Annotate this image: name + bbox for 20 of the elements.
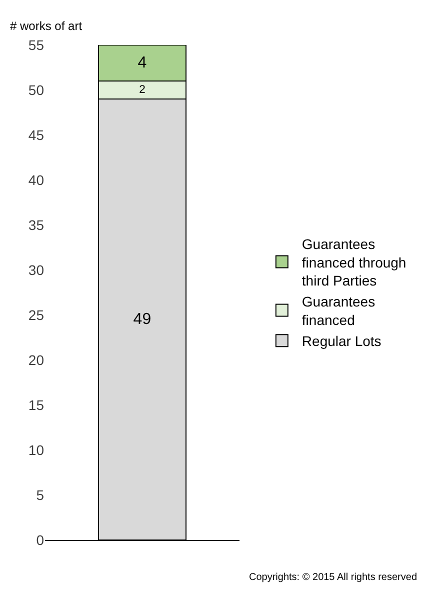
y-axis-title: # works of art [10,19,83,33]
y-tick-label: 50 [28,82,44,98]
legend-label: Regular Lots [302,333,382,350]
y-tick-label: 55 [28,36,44,53]
y-tick-label: 25 [28,306,44,323]
y-tick-label: 15 [28,396,44,413]
y-tick-label: 10 [28,442,44,458]
data-label: 4 [138,54,147,72]
y-tick-label: 30 [28,262,44,278]
y-tick-label: 45 [28,126,44,143]
y-tick-label: 35 [28,216,44,233]
y-tick-label: 20 [28,352,44,368]
y-tick-label: 40 [28,172,44,188]
y-tick-label: 5 [36,486,44,503]
legend-label: Guarantees financed [302,294,376,328]
legend-label: Guarantees financed through third Parties [302,236,406,288]
data-label: 2 [139,84,146,96]
y-tick-label: 0 [36,532,44,548]
data-label: 49 [133,311,152,328]
text: Copyrights: © 2015 All rights reserved [249,572,418,583]
